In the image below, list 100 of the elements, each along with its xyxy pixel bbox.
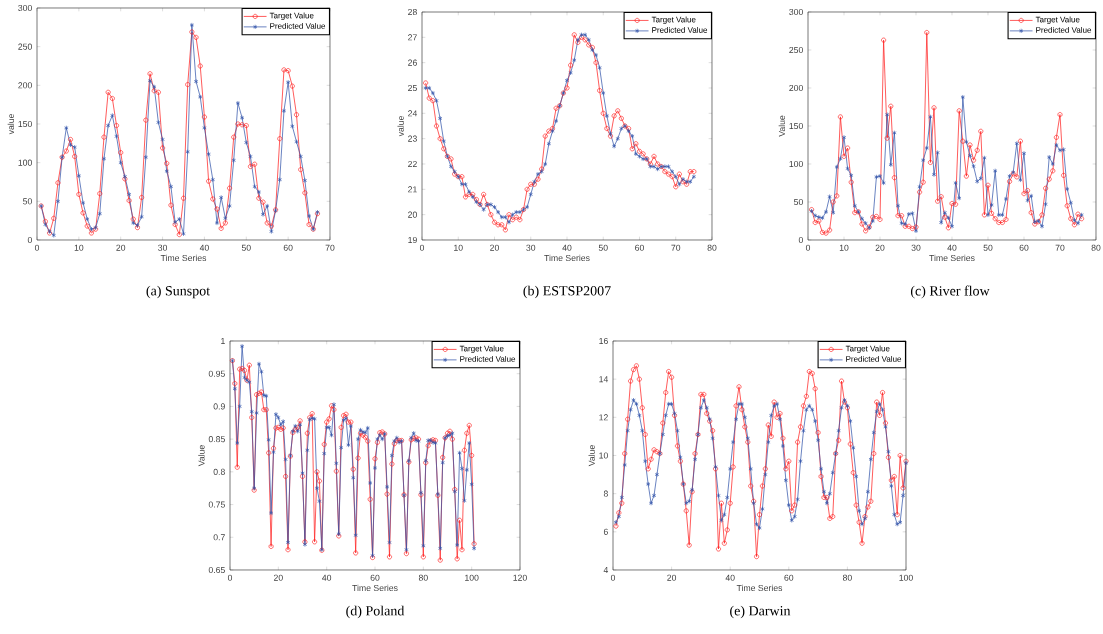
- x-tick-label: 120: [513, 574, 527, 581]
- y-tick-label: 22: [408, 160, 417, 168]
- x-tick-label: 40: [322, 574, 332, 581]
- y-tick-label: 0: [27, 236, 32, 244]
- y-axis-title: value: [7, 114, 15, 135]
- y-tick-label: 1: [221, 338, 225, 344]
- y-tick-label: 10: [599, 452, 608, 459]
- y-tick-label: 100: [789, 160, 803, 168]
- text: (e) Darwin: [730, 605, 791, 619]
- x-tick-label: 20: [273, 574, 283, 581]
- x-axis-title: Time Series: [736, 584, 783, 592]
- x-tick-label: 30: [158, 244, 168, 251]
- x-tick-label: 60: [635, 244, 644, 251]
- y-tick-label: 300: [18, 4, 32, 12]
- x-tick-label: 10: [839, 244, 849, 251]
- y-tick-label: 26: [408, 59, 417, 66]
- text: (b) ESTSP2007: [523, 285, 611, 299]
- x-tick-label: 40: [562, 244, 572, 251]
- legend-label: Predicted Value: [846, 355, 902, 362]
- y-tick-label: 200: [789, 84, 803, 92]
- y-tick-label: 12: [599, 414, 608, 421]
- text: (c) River flow: [910, 285, 990, 299]
- legend-label: Predicted Value: [460, 355, 516, 362]
- x-axis-title: Time Series: [352, 584, 398, 592]
- y-tick-label: 14: [599, 376, 609, 383]
- x-tick-label: 0: [227, 574, 233, 581]
- x-tick-label: 10: [454, 244, 463, 251]
- y-tick-label: 25: [408, 84, 417, 92]
- x-tick-label: 30: [911, 244, 921, 251]
- x-tick-label: 10: [74, 244, 84, 251]
- y-axis-title: Value: [588, 445, 595, 467]
- x-tick-label: 80: [842, 574, 852, 581]
- y-tick-label: 0.95: [208, 370, 225, 377]
- legend-label: Target Value: [269, 12, 314, 20]
- x-tick-label: 40: [725, 574, 735, 581]
- y-axis-title: Value: [778, 115, 786, 137]
- y-tick-label: 100: [18, 159, 32, 166]
- y-axis-title: value: [397, 116, 404, 137]
- x-axis-title: Time Series: [929, 254, 975, 262]
- y-tick-label: 8: [603, 490, 608, 497]
- x-tick-label: 30: [526, 244, 536, 251]
- legend-label: Predicted Value: [652, 26, 708, 33]
- x-tick-label: 70: [325, 244, 335, 251]
- legend-label: Target Value: [651, 16, 696, 24]
- x-tick-label: 40: [199, 244, 209, 251]
- y-axis-title: Value: [198, 445, 205, 467]
- y-tick-label: 20: [408, 211, 417, 218]
- y-tick-label: 0.85: [208, 436, 225, 443]
- y-tick-label: 150: [18, 120, 32, 128]
- x-tick-label: 100: [465, 574, 479, 581]
- legend-label: Target Value: [845, 345, 890, 353]
- x-tick-label: 40: [947, 244, 957, 251]
- x-tick-label: 50: [241, 244, 251, 251]
- y-tick-label: 0.65: [208, 566, 225, 574]
- y-tick-label: 0.8: [213, 468, 225, 475]
- y-tick-label: 50: [794, 198, 803, 206]
- x-tick-label: 60: [1019, 244, 1029, 251]
- legend-label: Predicted Value: [270, 22, 326, 29]
- y-tick-label: 300: [789, 8, 803, 16]
- y-tick-label: 16: [599, 337, 608, 345]
- x-axis-title: Time Series: [160, 254, 207, 262]
- x-axis-title: Time Series: [544, 254, 590, 262]
- x-tick-label: 60: [370, 574, 380, 581]
- x-tick-label: 60: [784, 574, 794, 581]
- y-tick-label: 24: [408, 110, 418, 117]
- x-tick-label: 80: [707, 244, 717, 251]
- x-tick-label: 20: [116, 244, 126, 251]
- x-tick-label: 100: [899, 574, 913, 581]
- y-tick-label: 0.9: [213, 403, 225, 410]
- legend-label: Target Value: [459, 345, 504, 353]
- x-tick-label: 80: [1091, 244, 1101, 251]
- legend-label: Predicted Value: [1036, 26, 1092, 33]
- y-tick-label: 4: [603, 567, 609, 573]
- x-tick-label: 0: [805, 244, 811, 251]
- x-tick-label: 0: [610, 574, 616, 581]
- text: (a) Sunspot: [146, 285, 210, 299]
- x-tick-label: 20: [667, 574, 677, 581]
- x-tick-label: 0: [34, 244, 40, 251]
- y-tick-label: 0.75: [208, 501, 225, 508]
- x-tick-label: 20: [490, 244, 499, 251]
- legend-label: Target Value: [1035, 16, 1080, 24]
- x-tick-label: 70: [1055, 244, 1065, 251]
- y-tick-label: 200: [18, 82, 32, 89]
- y-tick-label: 50: [23, 198, 32, 205]
- y-tick-label: 150: [789, 122, 803, 130]
- x-tick-label: 70: [671, 244, 681, 251]
- x-tick-label: 50: [983, 244, 993, 251]
- x-tick-label: 60: [283, 244, 293, 251]
- x-tick-label: 0: [419, 244, 425, 251]
- y-tick-label: 250: [789, 46, 803, 54]
- y-tick-label: 27: [408, 34, 417, 41]
- y-tick-label: 0: [798, 236, 803, 244]
- y-tick-label: 21: [408, 186, 417, 193]
- x-tick-label: 20: [875, 244, 885, 251]
- y-tick-label: 6: [603, 528, 608, 535]
- y-tick-label: 28: [408, 8, 417, 16]
- y-tick-label: 23: [408, 135, 417, 142]
- y-tick-label: 0.7: [213, 534, 225, 541]
- y-tick-label: 250: [18, 43, 32, 50]
- x-tick-label: 80: [418, 574, 428, 581]
